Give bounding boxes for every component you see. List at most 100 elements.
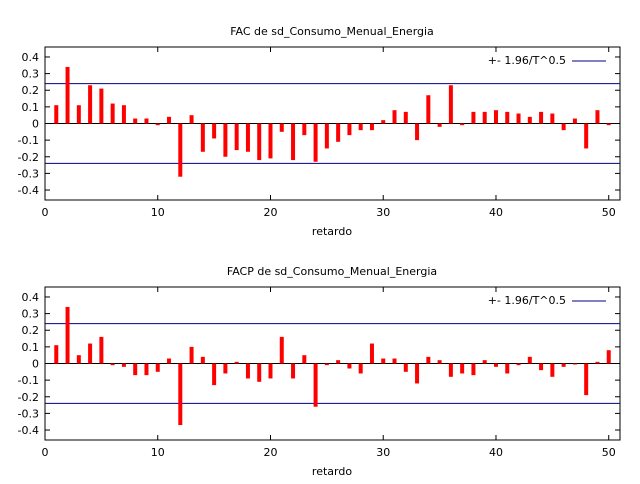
pacf-bar-lag-28 [358,363,363,374]
pacf-bar-lag-46 [561,363,566,367]
acf-title: FAC de sd_Consumo_Menual_Energia [230,25,434,38]
pacf-bar-lag-16 [223,363,228,374]
pacf-title: FACP de sd_Consumo_Menual_Energia [227,265,437,278]
pacf-y-tick-label: -0.2 [18,391,39,404]
acf-y-tick-label: 0.1 [22,101,40,114]
acf-bar-lag-4 [88,85,93,124]
pacf-bar-lag-34 [426,356,431,364]
acf-bar-lag-18 [245,123,250,152]
pacf-bar-lag-43 [527,356,532,364]
pacf-y-tick-label: 0.2 [22,324,40,337]
pacf-bar-lag-36 [448,363,453,377]
pacf-bar-lag-13 [189,346,194,364]
pacf-bar-lag-40 [493,363,498,367]
pacf-bar-lag-15 [212,363,217,386]
acf-bar-lag-25 [324,123,329,149]
acf-bar-lag-36 [448,85,453,124]
acf-bar-lag-34 [426,95,431,124]
pacf-bar-lag-48 [584,363,589,396]
pacf-y-tick-label: -0.1 [18,374,39,387]
acf-bar-lag-7 [121,105,126,124]
acf-bar-lag-46 [561,123,566,131]
acf-x-tick-label: 20 [263,206,277,219]
acf-y-tick-label: 0 [32,118,39,131]
acf-bar-lag-1 [54,105,59,124]
acf-bar-lag-50 [606,123,611,126]
acf-x-tick-label: 10 [151,206,165,219]
acf-bar-lag-12 [178,123,183,177]
acf-bar-lag-37 [460,123,465,126]
acf-bar-lag-26 [336,123,341,142]
pacf-x-tick-label: 50 [602,446,616,459]
pacf-bar-lag-33 [415,363,420,384]
acf-bar-lag-32 [403,111,408,124]
acf-x-tick-label: 0 [42,206,49,219]
pacf-bar-lag-26 [336,360,341,364]
acf-bar-lag-14 [200,123,205,152]
pacf-bar-lag-20 [268,363,273,379]
acf-bar-lag-35 [437,123,442,127]
pacf-x-tick-label: 20 [263,446,277,459]
acf-bar-lag-31 [392,110,397,124]
pacf-y-tick-label: 0.1 [22,341,40,354]
pacf-bar-lag-37 [460,363,465,374]
pacf-bar-lag-11 [167,358,172,364]
pacf-bar-lag-42 [516,363,521,366]
acf-bar-lag-8 [133,118,138,124]
acf-bar-lag-48 [584,123,589,149]
pacf-x-tick-label: 40 [489,446,503,459]
pacf-bar-lag-27 [347,363,352,369]
acf-y-tick-label: -0.3 [18,167,39,180]
pacf-bar-lag-21 [279,336,284,364]
pacf-bar-lag-30 [381,358,386,364]
acf-bar-lag-44 [539,111,544,124]
pacf-bar-lag-23 [302,355,307,364]
acf-bar-lag-11 [167,116,172,124]
pacf-y-tick-label: -0.4 [18,424,39,437]
pacf-bar-lag-31 [392,358,397,364]
acf-bar-lag-13 [189,115,194,124]
pacf-bar-lag-22 [291,363,296,379]
pacf-y-tick-label: 0 [32,358,39,371]
pacf-y-tick-label: 0.4 [22,291,40,304]
pacf-bar-lag-29 [369,343,374,364]
pacf-bar-lag-50 [606,350,611,364]
pacf-bar-lag-14 [200,356,205,364]
acf-y-tick-label: 0.4 [22,51,40,64]
pacf-bar-lag-35 [437,360,442,364]
acf-bar-lag-47 [572,118,577,124]
pacf-legend-label: +- 1.96/T^0.5 [488,294,566,307]
pacf-bar-lag-3 [76,355,81,364]
acf-bar-lag-6 [110,103,115,124]
pacf-x-tick-label: 0 [42,446,49,459]
pacf-bar-lag-25 [324,363,329,366]
acf-legend-label: +- 1.96/T^0.5 [488,54,566,67]
pacf-x-tick-label: 30 [376,446,390,459]
acf-bar-lag-17 [234,123,239,151]
acf-bar-lag-41 [505,111,510,124]
acf-bar-lag-29 [369,123,374,131]
pacf-panel: FACP de sd_Consumo_Menual_Energia retard… [18,265,621,478]
pacf-bar-lag-38 [471,363,476,376]
acf-bar-lag-16 [223,123,228,157]
acf-bar-lag-3 [76,105,81,124]
acf-bar-lag-24 [313,123,318,162]
acf-x-tick-label: 50 [602,206,616,219]
pacf-bar-lag-9 [144,363,149,376]
acf-bar-lag-2 [65,66,70,124]
pacf-bar-lag-8 [133,363,138,376]
pacf-bar-lag-19 [257,363,262,382]
acf-bar-lag-43 [527,116,532,124]
pacf-y-tick-label: 0.3 [22,308,40,321]
pacf-bar-lag-7 [121,363,126,367]
acf-bar-lag-23 [302,123,307,136]
acf-x-tick-label: 40 [489,206,503,219]
acf-bar-lag-38 [471,111,476,124]
pacf-bar-lag-44 [539,363,544,371]
pacf-x-tick-label: 10 [151,446,165,459]
pacf-bar-lag-24 [313,363,318,407]
pacf-bar-lag-1 [54,345,59,364]
acf-panel: FAC de sd_Consumo_Menual_Energia retardo… [18,25,621,238]
pacf-bar-lag-39 [482,360,487,364]
